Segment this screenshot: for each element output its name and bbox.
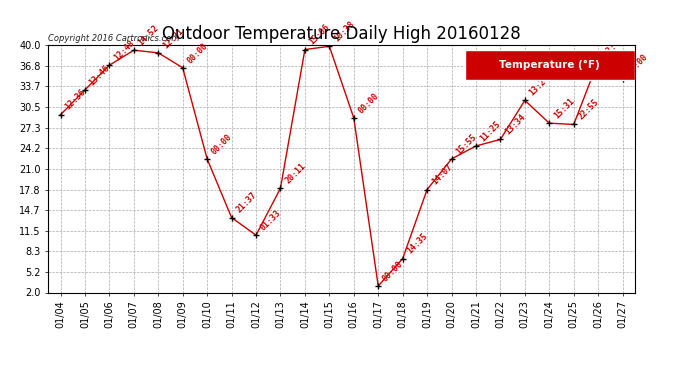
- Text: 14:52: 14:52: [137, 23, 161, 47]
- FancyBboxPatch shape: [465, 50, 635, 80]
- Text: 13:46: 13:46: [88, 63, 112, 87]
- Text: 01:33: 01:33: [259, 209, 283, 232]
- Text: 20:11: 20:11: [283, 162, 307, 186]
- Text: 00:00: 00:00: [357, 91, 381, 115]
- Text: 00:00: 00:00: [186, 41, 210, 65]
- Text: 13:34: 13:34: [503, 112, 527, 136]
- Text: 15:55: 15:55: [454, 132, 478, 156]
- Text: 12:31: 12:31: [161, 26, 185, 50]
- Text: 10:38: 10:38: [332, 20, 356, 44]
- Text: 14:35: 14:35: [406, 232, 429, 256]
- Text: 12:48: 12:48: [112, 38, 136, 62]
- Text: 14:07: 14:07: [430, 163, 454, 187]
- Text: Temperature (°F): Temperature (°F): [500, 60, 600, 70]
- Text: 00:00: 00:00: [625, 52, 649, 76]
- Text: 11:25: 11:25: [479, 119, 503, 143]
- Text: 12:: 12:: [601, 42, 618, 58]
- Text: 13:24: 13:24: [528, 74, 551, 98]
- Text: 22:55: 22:55: [576, 98, 600, 122]
- Text: 00:00: 00:00: [210, 132, 234, 156]
- Text: 12:36: 12:36: [63, 88, 88, 112]
- Text: 00:00: 00:00: [381, 259, 405, 283]
- Text: 15:06: 15:06: [308, 23, 332, 47]
- Title: Outdoor Temperature Daily High 20160128: Outdoor Temperature Daily High 20160128: [162, 26, 521, 44]
- Text: 21:37: 21:37: [235, 191, 258, 215]
- Text: Copyright 2016 Cartronics.com: Copyright 2016 Cartronics.com: [48, 33, 179, 42]
- Text: 23:26: 23:26: [0, 374, 1, 375]
- Text: 15:31: 15:31: [552, 96, 576, 120]
